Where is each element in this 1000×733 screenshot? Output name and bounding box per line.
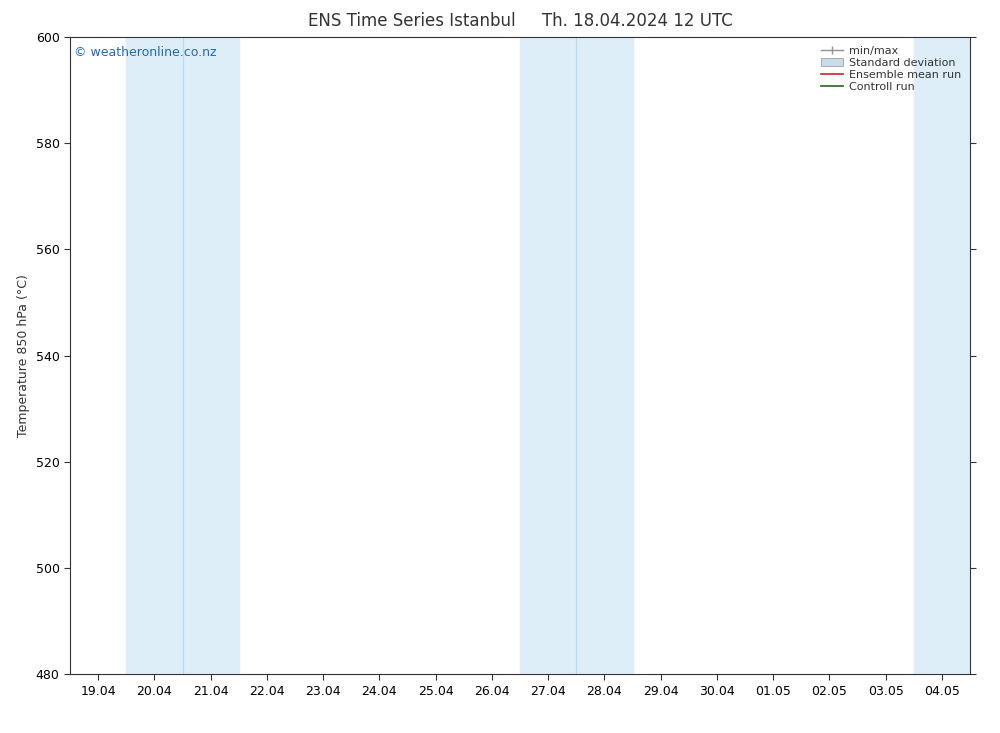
Bar [520, 37, 633, 674]
Bar [126, 37, 239, 674]
Bar [914, 37, 970, 674]
Title: ENS Time Series Istanbul     Th. 18.04.2024 12 UTC: ENS Time Series Istanbul Th. 18.04.2024 … [308, 12, 732, 29]
Legend: min/max, Standard deviation, Ensemble mean run, Controll run: min/max, Standard deviation, Ensemble me… [818, 43, 964, 95]
Text: © weatheronline.co.nz: © weatheronline.co.nz [74, 46, 217, 59]
Y-axis label: Temperature 850 hPa (°C): Temperature 850 hPa (°C) [17, 274, 30, 437]
